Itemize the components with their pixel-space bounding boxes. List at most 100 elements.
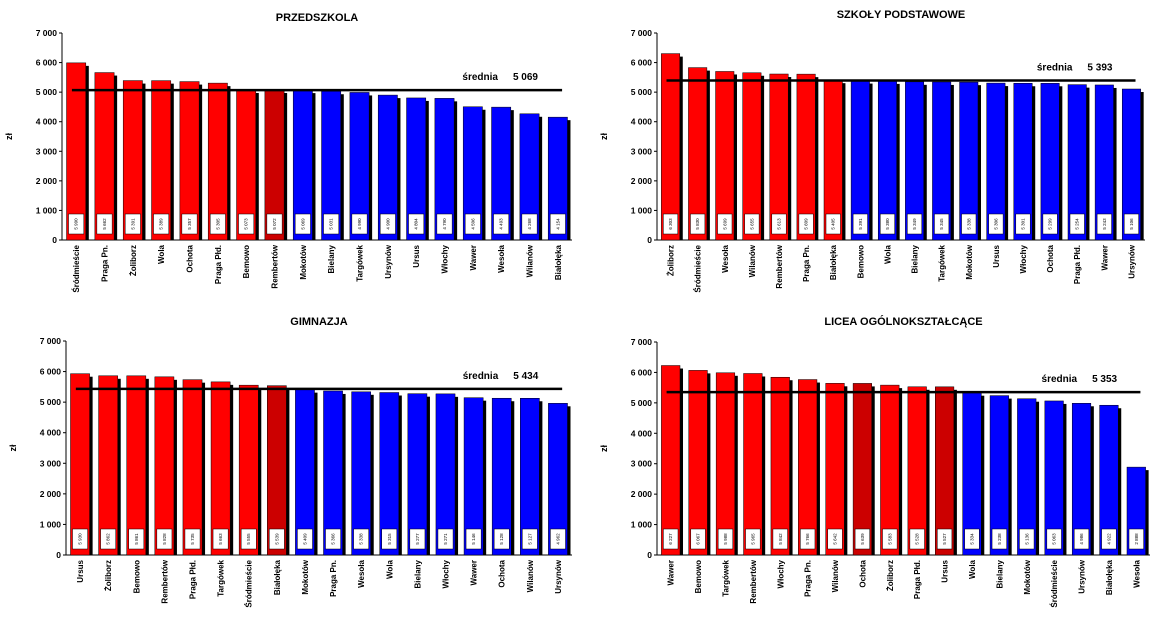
y-tick-label: 1 000: [631, 205, 653, 215]
category-label: Wola: [883, 244, 892, 264]
data-label-box: [1046, 528, 1062, 550]
data-label: 5 146: [471, 533, 476, 545]
data-label-box: [717, 528, 734, 550]
chart-svg: GIMNAZJA zł 0 1 000 2 000 3 000 4 000 5 000 6 00…: [8, 316, 572, 608]
category-label: Białołęka: [1105, 559, 1114, 595]
bar: [379, 392, 400, 556]
category-label: Wesoła: [497, 244, 506, 272]
data-label: 5 391: [858, 218, 863, 230]
data-label-box: [690, 528, 706, 550]
category-label: Praga Płd.: [913, 560, 922, 599]
category-label: Włochy: [442, 559, 451, 588]
bar: [1013, 82, 1033, 241]
bar: [377, 94, 398, 241]
bar: [434, 98, 455, 241]
bar: [880, 384, 900, 556]
data-label: 5 539: [274, 533, 279, 545]
category-label: Praga Pn.: [802, 245, 811, 282]
data-label: 5 315: [387, 533, 392, 545]
data-label-box: [879, 213, 895, 235]
data-label-box: [436, 213, 453, 235]
data-label-box: [745, 528, 761, 550]
category-label: Bemowo: [694, 560, 703, 593]
data-label-box: [907, 213, 923, 235]
data-label: 4 990: [357, 218, 362, 230]
mean-value-label: 5 434: [513, 371, 538, 382]
bar: [406, 97, 427, 241]
bar: [1040, 83, 1060, 241]
bar: [491, 397, 512, 556]
mean-value-label: 5 353: [1092, 374, 1117, 385]
bar: [520, 398, 540, 556]
bar: [932, 81, 952, 241]
data-label: 5 334: [969, 533, 974, 545]
data-label: 5 306: [993, 218, 998, 230]
y-tick-label: 0: [56, 550, 61, 560]
data-label-box: [294, 213, 311, 235]
y-tick-label: 1 000: [631, 520, 653, 530]
bar: [351, 391, 371, 556]
chart-svg: PRZEDSZKOLA zł 0 1 000 2 000 3 000 4 000 5 000 6…: [4, 12, 572, 293]
data-label: 5 349: [912, 218, 917, 230]
category-label: Praga Pn.: [329, 560, 338, 597]
data-label-box: [437, 528, 454, 550]
data-label: 5 642: [833, 533, 838, 545]
category-label: Ursus: [992, 244, 1001, 267]
category-label: Praga Pn.: [804, 560, 813, 597]
bar: [661, 53, 681, 241]
bar: [989, 395, 1009, 556]
mean-label: średnia: [1042, 374, 1078, 385]
y-tick-label: 5 000: [36, 87, 58, 97]
data-label: 5 072: [272, 218, 277, 230]
data-label: 5 583: [887, 533, 892, 545]
category-label: Bielany: [327, 244, 336, 273]
bar: [1071, 403, 1092, 556]
bar: [179, 81, 200, 241]
category-label: Wilanów: [831, 559, 840, 592]
category-label: Targówek: [356, 244, 365, 281]
category-label: Wola: [968, 559, 977, 579]
data-label-box: [961, 213, 977, 235]
category-label: Ochota: [1046, 244, 1055, 272]
y-tick-label: 6 000: [40, 367, 62, 377]
data-label-box: [181, 213, 198, 235]
chart-przedszkola: PRZEDSZKOLA zł 0 1 000 2 000 3 000 4 000 5 000 6…: [0, 0, 575, 306]
category-label: Bemowo: [242, 245, 251, 278]
data-label: 5 338: [359, 533, 364, 545]
data-label: 5 389: [159, 218, 164, 230]
bar: [986, 82, 1006, 241]
data-label: 2 888: [1134, 533, 1139, 545]
data-label: 4 268: [527, 218, 532, 230]
bar: [796, 73, 816, 241]
y-axis-label: zł: [4, 133, 14, 141]
data-label: 5 106: [1129, 218, 1134, 230]
bar: [435, 393, 456, 556]
data-label-box: [991, 528, 1007, 550]
data-label-box: [882, 528, 898, 550]
category-label: Targówek: [938, 244, 947, 281]
chart-gimnazja: GIMNAZJA zł 0 1 000 2 000 3 000 4 000 5 000 6 00…: [0, 307, 575, 613]
category-label: Rembertów: [160, 559, 169, 603]
category-label: Wola: [385, 559, 394, 579]
category-label: Rembertów: [775, 244, 784, 288]
data-label-box: [184, 528, 201, 550]
y-tick-label: 1 000: [40, 519, 62, 529]
bar: [491, 106, 512, 241]
category-label: Praga Płd.: [214, 245, 223, 284]
bar: [852, 383, 872, 556]
category-label: Wilanów: [526, 244, 535, 277]
bar: [1121, 88, 1141, 241]
data-label: 5 254: [1075, 218, 1080, 230]
data-label-box: [1042, 213, 1058, 235]
category-label: Ursus: [941, 559, 950, 582]
bar: [907, 386, 927, 556]
bar: [238, 384, 259, 556]
data-label: 5 609: [804, 218, 809, 230]
data-label: 4 506: [470, 218, 475, 230]
bar: [349, 92, 370, 241]
data-label: 5 238: [997, 533, 1002, 545]
data-label: 5 277: [415, 533, 420, 545]
data-label: 5 301: [1021, 218, 1026, 230]
data-label-box: [1073, 528, 1090, 550]
mean-label: średnia: [462, 72, 498, 83]
